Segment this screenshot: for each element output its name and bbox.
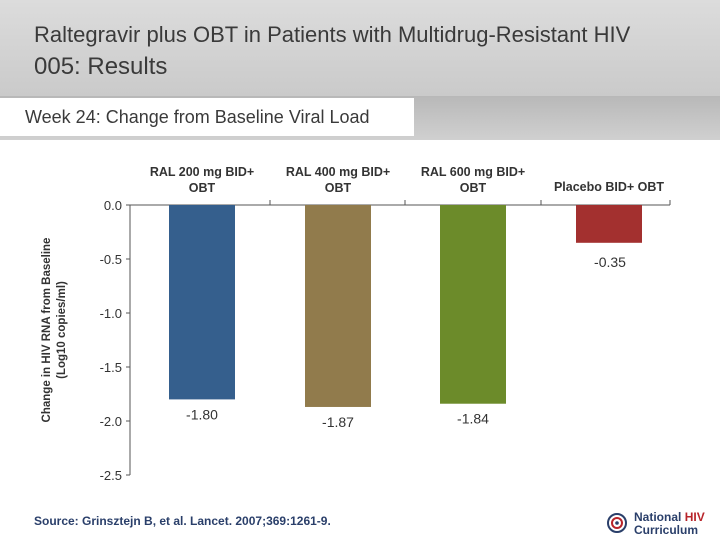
bar-chart: 0.0 -0.5 -1.0 -1.5 -2.0 -2.5 Change in HIV RNA… [41,165,671,483]
logo-line-1: National HIV [634,510,705,524]
category-label-line: Placebo BID+ OBT [554,180,664,194]
category-label-line: RAL 200 mg BID+ [150,165,254,179]
y-tick-label: -2.0 [100,414,122,429]
slide-title: Raltegravir plus OBT in Patients with Mu… [34,22,631,47]
category-label-line: OBT [460,181,487,195]
y-tick-label: -1.5 [100,360,122,375]
category-label-4: Placebo BID+ OBT [554,180,664,194]
bar-1 [169,205,235,400]
source-citation: Source: Grinsztejn B, et al. Lancet. 200… [34,514,331,528]
y-tick-label: -0.5 [100,252,122,267]
category-label-line: RAL 600 mg BID+ [421,165,525,179]
section-title: Week 24: Change from Baseline Viral Load [25,107,370,127]
y-axis-title-line: (Log10 copies/ml) [56,281,68,379]
logo-mark-icon [607,513,627,533]
y-axis-title-line: Change in HIV RNA from Baseline [41,238,53,423]
y-axis-title: Change in HIV RNA from Baseline (Log10 co… [41,238,68,423]
slide-subtitle: 005: Results [34,53,168,80]
y-tick-label: 0.0 [104,198,122,213]
category-label-line: OBT [189,181,216,195]
title-bar: Raltegravir plus OBT in Patients with Mu… [0,0,720,96]
category-label-3: RAL 600 mg BID+ OBT [421,165,525,195]
category-label-1: RAL 200 mg BID+ OBT [150,165,254,195]
y-tick-label: -2.5 [100,468,122,483]
logo-line-2: Curriculum [634,523,699,537]
data-label-2: -1.87 [322,414,354,430]
y-tick-label: -1.0 [100,306,122,321]
national-hiv-curriculum-logo: National HIV Curriculum [606,510,716,538]
bar-4 [576,205,642,243]
section-title-box: Week 24: Change from Baseline Viral Load [0,98,414,136]
bar-3 [440,205,506,404]
category-label-2: RAL 400 mg BID+ OBT [286,165,390,195]
data-label-4: -0.35 [594,254,626,270]
category-label-line: RAL 400 mg BID+ [286,165,390,179]
data-label-1: -1.80 [186,406,218,422]
category-label-line: OBT [325,181,352,195]
data-label-3: -1.84 [457,411,489,427]
bar-2 [305,205,371,407]
